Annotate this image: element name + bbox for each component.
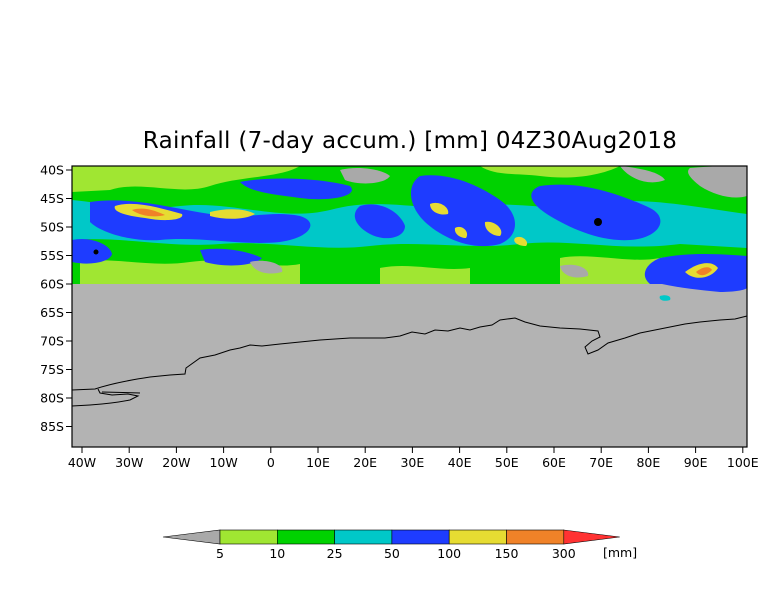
legend-bin-label: 10 bbox=[269, 546, 285, 561]
legend-bin-label: 300 bbox=[552, 546, 576, 561]
map-plot-area bbox=[71, 165, 748, 448]
lon-tick-label: 60E bbox=[542, 455, 566, 470]
legend-bin-label: 150 bbox=[495, 546, 519, 561]
lon-tick-label: 70E bbox=[589, 455, 613, 470]
legend-swatch bbox=[391, 529, 450, 545]
lon-tick-label: 30W bbox=[115, 455, 143, 470]
legend-bin-label: 25 bbox=[327, 546, 343, 561]
antarctic-coastline-lower bbox=[71, 388, 140, 407]
lon-tick-label: 50E bbox=[495, 455, 519, 470]
colorbar-legend: [mm] 5 10 25 50 100 150 300 bbox=[162, 529, 637, 561]
lon-tick-label: 40E bbox=[448, 455, 472, 470]
lat-tick-label: 50S bbox=[40, 220, 64, 235]
lat-tick-label: 60S bbox=[40, 277, 64, 292]
lon-tick-label: 30E bbox=[400, 455, 424, 470]
lat-tick-label: 40S bbox=[40, 163, 64, 178]
legend-swatch bbox=[276, 529, 335, 545]
lat-tick-label: 70S bbox=[40, 334, 64, 349]
lon-tick-label: 90E bbox=[684, 455, 708, 470]
lon-tick-label: 100E bbox=[727, 455, 759, 470]
lat-tick-label: 75S bbox=[40, 362, 64, 377]
legend-bin-label: 100 bbox=[437, 546, 461, 561]
lon-tick-label: 80E bbox=[636, 455, 660, 470]
legend-bin-label: 5 bbox=[216, 546, 224, 561]
legend-bin-label: 50 bbox=[384, 546, 400, 561]
lon-tick-label: 0 bbox=[267, 455, 275, 470]
lat-tick-label: 85S bbox=[40, 419, 64, 434]
legend-swatch bbox=[219, 529, 278, 545]
map-title: Rainfall (7-day accum.) [mm] 04Z30Aug201… bbox=[142, 128, 678, 154]
lat-tick-label: 45S bbox=[40, 191, 64, 206]
lat-tick-label: 65S bbox=[40, 305, 64, 320]
legend-swatch bbox=[448, 529, 507, 545]
legend-above-arrow bbox=[563, 529, 620, 545]
legend-swatch bbox=[334, 529, 393, 545]
map-frame bbox=[71, 165, 748, 448]
longitude-axis: 40W 30W 20W 10W 0 10E 20E 30E 40E 50E 60E 70E 80E 90E… bbox=[68, 447, 759, 470]
lon-tick-label: 20E bbox=[353, 455, 377, 470]
lat-tick-label: 55S bbox=[40, 248, 64, 263]
rain-fringe bbox=[662, 284, 747, 292]
lon-tick-label: 20W bbox=[162, 455, 190, 470]
lon-tick-label: 10E bbox=[306, 455, 330, 470]
legend-unit-label: [mm] bbox=[603, 545, 637, 560]
rainfall-field bbox=[72, 166, 747, 284]
antarctic-coastline bbox=[71, 315, 748, 391]
legend-below-arrow bbox=[162, 529, 221, 545]
lon-tick-label: 40W bbox=[68, 455, 96, 470]
legend-swatch bbox=[506, 529, 565, 545]
lat-tick-label: 80S bbox=[40, 391, 64, 406]
latitude-axis: 40S 45S 50S 55S 60S 65S 70S 75S 80S 85S bbox=[40, 163, 72, 434]
lon-tick-label: 10W bbox=[209, 455, 237, 470]
